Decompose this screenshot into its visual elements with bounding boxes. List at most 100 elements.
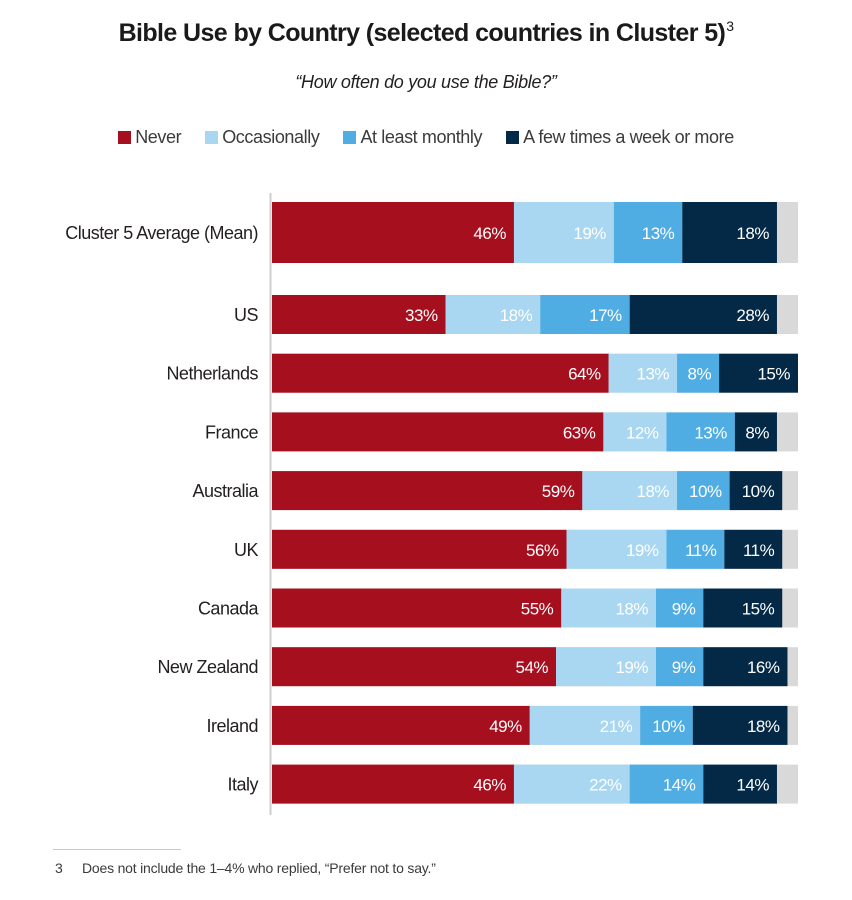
bar-segment-at-least-monthly	[629, 764, 704, 804]
bar-segment-occasionally	[603, 412, 667, 452]
bar-segment-a-few-times-a-week-or-more	[703, 647, 788, 687]
bar-value-label: 18%	[615, 600, 648, 619]
bar-segment-at-least-monthly	[677, 353, 720, 393]
bar-segment-at-least-monthly	[655, 647, 704, 687]
bar-value-label: 14%	[736, 776, 769, 795]
bar-value-label: 18%	[500, 306, 533, 325]
bar-value-label: 12%	[626, 423, 659, 442]
bar-segment-at-least-monthly	[655, 588, 704, 628]
bar-segment-at-least-monthly	[540, 295, 630, 334]
legend-item-never: Never	[118, 127, 182, 148]
bar-segment-a-few-times-a-week-or-more	[703, 588, 783, 628]
bar-segment-never	[272, 705, 530, 745]
bar-value-label: 18%	[736, 224, 769, 243]
bar-value-label: 14%	[663, 776, 696, 795]
bar-value-label: 9%	[672, 600, 696, 619]
category-label: Ireland	[206, 716, 258, 736]
legend-label-occasionally: Occasionally	[222, 127, 320, 147]
bar-value-label: 56%	[526, 541, 559, 560]
bar-segment-at-least-monthly	[613, 202, 683, 263]
category-label: Cluster 5 Average (Mean)	[65, 223, 258, 243]
bar-value-label: 46%	[473, 776, 506, 795]
bar-value-label: 64%	[568, 365, 601, 384]
bar-value-label: 10%	[689, 482, 722, 501]
bar-row-cluster-5-average-mean: 46% 19% 13% 18% Cluster 5 Average (Mean)	[65, 202, 798, 263]
legend-item-occasionally: Occasionally	[205, 127, 320, 148]
legend-swatch-at-least-monthly	[343, 131, 357, 144]
bar-segment-a-few-times-a-week-or-more	[682, 202, 777, 263]
bar-value-label: 54%	[516, 658, 549, 677]
bar-segment-never	[272, 588, 562, 628]
bar-segment-a-few-times-a-week-or-more	[703, 764, 777, 804]
bar-segment-occasionally	[445, 295, 541, 334]
bar-value-label: 13%	[636, 365, 669, 384]
bar-value-label: 11%	[743, 541, 775, 560]
bar-value-label: 8%	[745, 423, 769, 442]
bar-row-australia: 59% 18% 10% 10% Australia	[192, 471, 798, 511]
bar-value-label: 19%	[626, 541, 659, 560]
bar-value-label: 59%	[542, 482, 575, 501]
bar-row-canada: 55% 18% 9% 15% Canada	[198, 588, 798, 628]
legend-item-weekly-or-more: A few times a week or more	[506, 127, 734, 148]
bar-value-label: 18%	[636, 482, 669, 501]
category-label: Canada	[198, 599, 260, 619]
bar-segment-occasionally	[513, 202, 614, 263]
bar-segment-never	[272, 471, 583, 511]
bar-segment-never	[272, 764, 514, 804]
bar-segment-never	[272, 202, 514, 263]
chart-title: Bible Use by Country (selected countries…	[0, 18, 852, 48]
bar-segment-a-few-times-a-week-or-more	[729, 471, 783, 511]
legend-label-weekly-or-more: A few times a week or more	[523, 127, 734, 147]
bar-segment-a-few-times-a-week-or-more	[692, 705, 788, 745]
bar-value-label: 10%	[652, 717, 685, 736]
category-label: UK	[234, 540, 258, 560]
footnote-divider	[53, 849, 181, 850]
bar-value-label: 21%	[600, 717, 633, 736]
legend-label-at-least-monthly: At least monthly	[360, 127, 483, 147]
category-label: Netherlands	[166, 364, 258, 384]
bar-segment-occasionally	[529, 705, 641, 745]
bar-row-ireland: 49% 21% 10% 18% Ireland	[206, 705, 798, 745]
bar-value-label: 55%	[521, 600, 554, 619]
chart-title-text: Bible Use by Country (selected countries…	[118, 19, 726, 47]
bar-value-label: 13%	[694, 423, 727, 442]
bar-row-us: 33% 18% 17% 28% US	[234, 295, 798, 334]
bar-value-label: 9%	[672, 658, 696, 677]
legend-swatch-occasionally	[205, 131, 219, 144]
bar-segment-occasionally	[566, 529, 667, 569]
bar-value-label: 18%	[747, 717, 780, 736]
bar-value-label: 19%	[573, 224, 606, 243]
bar-segment-never	[272, 412, 604, 452]
bar-value-label: 22%	[589, 776, 622, 795]
bar-segment-at-least-monthly	[677, 471, 730, 511]
bar-segment-a-few-times-a-week-or-more	[724, 529, 783, 569]
bar-value-label: 15%	[757, 365, 790, 384]
bar-segment-at-least-monthly	[640, 705, 693, 745]
bar-row-new-zealand: 54% 19% 9% 16% New Zealand	[157, 647, 798, 687]
bar-row-france: 63% 12% 13% 8% France	[205, 412, 798, 452]
bar-segment-a-few-times-a-week-or-more	[629, 295, 777, 334]
legend-item-at-least-monthly: At least monthly	[343, 127, 483, 148]
bar-value-label: 8%	[688, 365, 712, 384]
footnote-text: Does not include the 1–4% who replied, “…	[82, 860, 436, 876]
bar-segment-a-few-times-a-week-or-more	[734, 412, 777, 452]
bar-value-label: 63%	[563, 423, 596, 442]
category-label: US	[234, 305, 258, 325]
legend-swatch-weekly-or-more	[506, 131, 520, 144]
bar-segment-never	[272, 529, 567, 569]
category-label: Italy	[227, 775, 258, 795]
bar-segment-never	[272, 295, 446, 334]
bar-segment-occasionally	[561, 588, 656, 628]
bar-segment-never	[272, 353, 609, 393]
bar-value-label: 15%	[742, 600, 775, 619]
bar-value-label: 46%	[473, 224, 506, 243]
title-footnote-ref: 3	[726, 18, 734, 34]
bar-segment-occasionally	[582, 471, 678, 511]
bar-value-label: 49%	[489, 717, 522, 736]
legend-label-never: Never	[135, 127, 182, 147]
bar-segment-never	[272, 647, 557, 687]
bar-segment-at-least-monthly	[666, 529, 725, 569]
stacked-bar-chart: 46% 19% 13% 18% Cluster 5 Average (Mean) 33% 1…	[65, 193, 798, 815]
category-label: France	[205, 422, 259, 442]
bar-row-uk: 56% 19% 11% 11% UK	[234, 529, 798, 569]
